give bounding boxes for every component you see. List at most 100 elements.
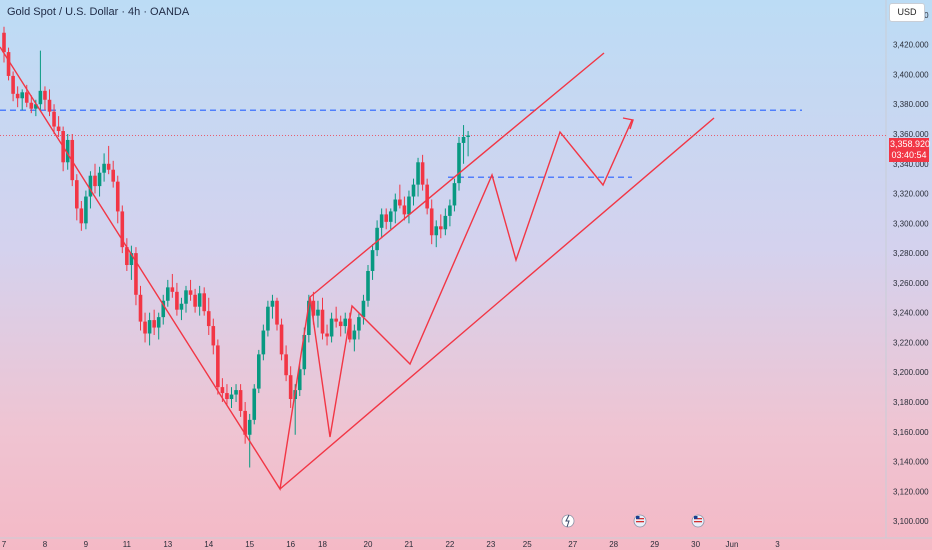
bullish-candle[interactable]: [102, 163, 106, 173]
bullish-candle[interactable]: [38, 90, 43, 105]
bullish-candle[interactable]: [416, 162, 420, 185]
bearish-candle[interactable]: [211, 326, 216, 346]
bearish-candle[interactable]: [325, 333, 329, 337]
currency-button[interactable]: USD: [889, 3, 925, 22]
bullish-candle[interactable]: [461, 136, 466, 143]
bullish-candle[interactable]: [466, 135, 470, 137]
bearish-candle[interactable]: [193, 294, 197, 307]
bearish-candle[interactable]: [206, 311, 211, 327]
bearish-candle[interactable]: [11, 75, 15, 94]
bearish-candle[interactable]: [111, 169, 115, 182]
bearish-candle[interactable]: [52, 111, 56, 127]
bearish-candle[interactable]: [79, 208, 84, 224]
bearish-candle[interactable]: [138, 294, 143, 322]
bearish-candle[interactable]: [106, 163, 111, 170]
bullish-candle[interactable]: [229, 394, 234, 400]
bearish-candle[interactable]: [243, 410, 247, 435]
bullish-candle[interactable]: [434, 226, 439, 236]
bearish-candle[interactable]: [56, 126, 61, 132]
bullish-candle[interactable]: [357, 317, 361, 331]
bullish-candle[interactable]: [179, 303, 184, 310]
bearish-candle[interactable]: [15, 93, 20, 99]
channel-lower-line[interactable]: [279, 117, 715, 490]
bullish-candle[interactable]: [316, 309, 320, 316]
bullish-candle[interactable]: [252, 388, 257, 420]
bullish-candle[interactable]: [234, 390, 238, 395]
bullish-candle[interactable]: [20, 92, 24, 99]
bullish-candle[interactable]: [407, 196, 411, 215]
channel-upper-line[interactable]: [309, 52, 605, 298]
bullish-candle[interactable]: [457, 142, 461, 184]
bearish-candle[interactable]: [279, 324, 284, 355]
bearish-candle[interactable]: [175, 291, 179, 310]
bullish-candle[interactable]: [147, 320, 152, 334]
bearish-candle[interactable]: [220, 387, 225, 394]
bullish-candle[interactable]: [411, 184, 416, 197]
bullish-candle[interactable]: [257, 354, 261, 389]
bearish-candle[interactable]: [170, 287, 175, 292]
bearish-candle[interactable]: [202, 293, 206, 312]
bullish-candle[interactable]: [361, 300, 366, 318]
bearish-candle[interactable]: [24, 92, 29, 103]
bullish-candle[interactable]: [343, 318, 348, 327]
bullish-candle[interactable]: [88, 175, 93, 197]
bearish-candle[interactable]: [429, 208, 434, 236]
bearish-candle[interactable]: [134, 253, 138, 295]
bullish-candle[interactable]: [329, 318, 334, 337]
bearish-candle[interactable]: [398, 199, 402, 206]
bearish-candle[interactable]: [216, 345, 220, 388]
bearish-candle[interactable]: [275, 300, 279, 325]
bullish-candle[interactable]: [379, 214, 384, 228]
bearish-candle[interactable]: [47, 99, 52, 112]
price-path-annotation[interactable]: [0, 46, 633, 491]
bullish-candle[interactable]: [307, 300, 311, 335]
bullish-candle[interactable]: [97, 172, 102, 187]
bearish-candle[interactable]: [120, 211, 125, 248]
bullish-candle[interactable]: [65, 139, 70, 163]
bullish-candle[interactable]: [352, 330, 357, 340]
bearish-candle[interactable]: [115, 181, 120, 212]
bearish-candle[interactable]: [152, 320, 156, 328]
bullish-candle[interactable]: [270, 300, 275, 307]
bullish-candle[interactable]: [366, 270, 370, 301]
bullish-candle[interactable]: [184, 290, 188, 304]
bullish-candle[interactable]: [297, 369, 302, 391]
bullish-candle[interactable]: [84, 196, 88, 224]
bearish-candle[interactable]: [334, 318, 338, 322]
bearish-candle[interactable]: [420, 162, 425, 185]
bearish-candle[interactable]: [284, 354, 288, 376]
bearish-candle[interactable]: [188, 290, 193, 295]
bullish-candle[interactable]: [161, 300, 166, 318]
bullish-candle[interactable]: [302, 335, 307, 370]
bearish-candle[interactable]: [439, 226, 443, 230]
bullish-candle[interactable]: [166, 287, 170, 301]
bullish-candle[interactable]: [261, 330, 266, 355]
bullish-candle[interactable]: [156, 317, 161, 328]
bullish-candle[interactable]: [129, 253, 134, 266]
bullish-candle[interactable]: [443, 215, 448, 230]
bearish-candle[interactable]: [320, 309, 325, 334]
bullish-candle[interactable]: [448, 205, 452, 216]
bearish-candle[interactable]: [2, 32, 6, 53]
bearish-candle[interactable]: [288, 375, 293, 400]
bearish-candle[interactable]: [29, 102, 34, 109]
bearish-candle[interactable]: [402, 205, 407, 215]
bearish-candle[interactable]: [125, 247, 129, 266]
bullish-candle[interactable]: [388, 211, 393, 222]
bearish-candle[interactable]: [75, 180, 79, 209]
bearish-candle[interactable]: [238, 390, 243, 411]
bullish-candle[interactable]: [34, 104, 38, 109]
bullish-candle[interactable]: [452, 183, 457, 206]
bearish-candle[interactable]: [425, 184, 429, 209]
bearish-candle[interactable]: [6, 52, 11, 76]
bearish-candle[interactable]: [93, 175, 97, 187]
bearish-candle[interactable]: [143, 321, 147, 334]
bullish-candle[interactable]: [197, 293, 202, 307]
bearish-candle[interactable]: [348, 318, 352, 340]
bullish-candle[interactable]: [375, 227, 379, 251]
bearish-candle[interactable]: [225, 393, 229, 400]
bearish-candle[interactable]: [311, 300, 316, 316]
bearish-candle[interactable]: [43, 90, 47, 100]
